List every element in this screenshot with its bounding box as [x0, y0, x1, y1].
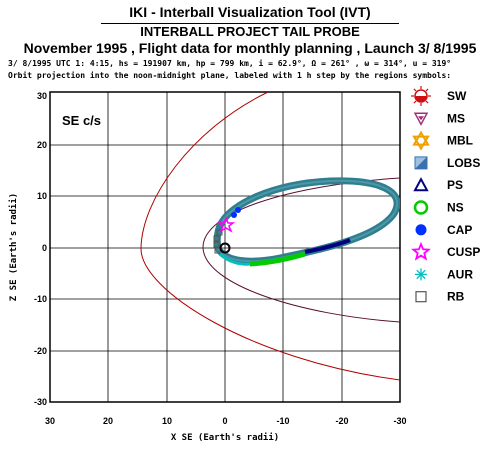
title-underline — [101, 23, 399, 24]
y-axis-label: Z SE (Earth's radii) — [8, 193, 19, 301]
x-axis-label: X SE (Earth's radii) — [171, 432, 279, 443]
filled-circle-icon — [415, 224, 427, 236]
y-tick-label: 0 — [42, 243, 47, 253]
legend-label: NS — [447, 201, 464, 215]
circle-icon — [413, 200, 429, 215]
orbit-track — [213, 177, 400, 265]
legend-label: LOBS — [447, 156, 480, 170]
project-subtitle: INTERBALL PROJECT TAIL PROBE — [140, 24, 360, 39]
orbit-note: Orbit projection into the noon-midnight … — [8, 71, 452, 80]
legend-label: RB — [447, 290, 465, 304]
star-of-david-icon — [412, 130, 430, 151]
half-square-icon — [414, 156, 428, 170]
sun-icon — [411, 86, 431, 106]
legend-item-ms: MS — [413, 111, 465, 126]
legend-label: PS — [447, 178, 463, 192]
coord-system-label: SE c/s — [62, 113, 101, 128]
x-tick-label: -30 — [393, 416, 406, 426]
y-tick-label: 30 — [37, 91, 47, 101]
y-tick-label: 10 — [37, 191, 47, 201]
region-legend: SW MS MBL LOBS PS NS CAP CUSP AUR RB — [411, 86, 480, 304]
y-tick-label: 20 — [37, 140, 47, 150]
legend-item-sw: SW — [411, 86, 467, 106]
bow-shock-curve — [140, 92, 400, 381]
ps-segment — [304, 238, 351, 254]
legend-item-cusp: CUSP — [411, 241, 480, 261]
legend-item-lobs: LOBS — [414, 156, 480, 170]
earth-marker — [219, 242, 231, 254]
y-tick-label: -30 — [34, 397, 47, 407]
legend-item-rb: RB — [415, 290, 465, 304]
legend-label: CAP — [447, 223, 472, 237]
legend-label: MS — [447, 111, 465, 125]
legend-item-aur: AUR — [415, 267, 473, 281]
legend-label: AUR — [447, 267, 473, 281]
app-title: IKI - Interball Visualization Tool (IVT) — [129, 4, 371, 20]
cusp-marker — [216, 215, 236, 233]
x-tick-label: 20 — [103, 416, 113, 426]
orbit-parameters: 3/ 8/1995 UTC 1: 4:15, hs = 191907 km, h… — [8, 59, 452, 68]
x-tick-labels: 30 20 10 0 -10 -20 -30 — [45, 416, 407, 426]
legend-item-ps: PS — [413, 177, 463, 192]
legend-item-cap: CAP — [415, 223, 472, 237]
legend-item-ns: NS — [413, 200, 464, 215]
x-tick-label: 30 — [45, 416, 55, 426]
mission-line: November 1995 , Flight data for monthly … — [23, 40, 477, 56]
triangle-down-icon — [413, 112, 429, 126]
ns-segment — [249, 251, 306, 267]
square-icon — [415, 291, 427, 303]
y-tick-label: -10 — [34, 294, 47, 304]
asterisk-icon — [415, 268, 427, 281]
plot-frame — [49, 91, 401, 403]
rb-markers — [213, 229, 223, 254]
star-icon — [411, 241, 431, 261]
y-tick-labels: 30 20 10 0 -10 -20 -30 — [34, 91, 47, 407]
legend-label: CUSP — [447, 245, 480, 259]
legend-label: MBL — [447, 134, 473, 148]
y-tick-label: -20 — [34, 346, 47, 356]
cap-markers — [231, 207, 241, 218]
aur-segment — [218, 252, 251, 266]
legend-item-mbl: MBL — [412, 130, 473, 151]
magnetopause-curve — [202, 177, 400, 323]
x-tick-label: -10 — [276, 416, 289, 426]
x-tick-label: 10 — [162, 416, 172, 426]
x-tick-label: 0 — [222, 416, 227, 426]
legend-label: SW — [447, 89, 467, 103]
triangle-up-icon — [413, 177, 429, 192]
plot-grid — [50, 92, 400, 402]
x-tick-label: -20 — [335, 416, 348, 426]
